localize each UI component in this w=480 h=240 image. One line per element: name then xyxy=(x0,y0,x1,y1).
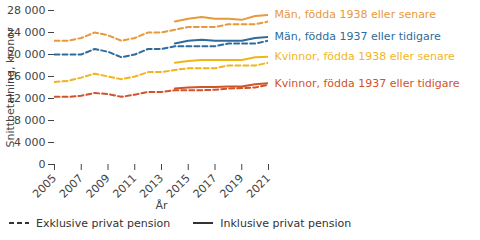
svg-text:2019: 2019 xyxy=(217,172,246,201)
svg-text:Kvinnor, födda 1937 eller tidi: Kvinnor, födda 1937 eller tidigare xyxy=(275,77,460,90)
svg-text:12 000: 12 000 xyxy=(7,92,46,105)
svg-text:16 000: 16 000 xyxy=(7,70,46,83)
html-text:Exklusive privat pension: Exklusive privat pension xyxy=(36,216,171,230)
svg-text:Snittbetalning, kronor: Snittbetalning, kronor xyxy=(4,27,17,148)
svg-text:2021: 2021 xyxy=(244,172,273,201)
svg-text:Män, födda 1938 eller senare: Män, födda 1938 eller senare xyxy=(275,8,437,21)
svg-text:20 000: 20 000 xyxy=(7,48,46,61)
svg-text:2009: 2009 xyxy=(84,172,113,201)
svg-text:2015: 2015 xyxy=(164,172,193,201)
svg-text:År: År xyxy=(155,199,168,212)
svg-text:28 000: 28 000 xyxy=(7,4,46,17)
svg-text:Män, födda 1937 eller tidigare: Män, födda 1937 eller tidigare xyxy=(275,30,442,43)
svg-text:Kvinnor, födda 1938 eller sena: Kvinnor, födda 1938 eller senare xyxy=(275,50,455,63)
svg-text:2017: 2017 xyxy=(191,172,220,201)
svg-text:24 000: 24 000 xyxy=(7,26,46,39)
svg-text:4 000: 4 000 xyxy=(14,136,46,149)
svg-text:8 000: 8 000 xyxy=(14,114,46,127)
svg-text:2013: 2013 xyxy=(137,172,166,201)
svg-text:2011: 2011 xyxy=(110,172,139,201)
svg-text:0: 0 xyxy=(39,158,46,171)
svg-text:2007: 2007 xyxy=(57,172,86,201)
html-text:Inklusive privat pension: Inklusive privat pension xyxy=(220,216,352,230)
svg-text:2005: 2005 xyxy=(30,172,59,201)
